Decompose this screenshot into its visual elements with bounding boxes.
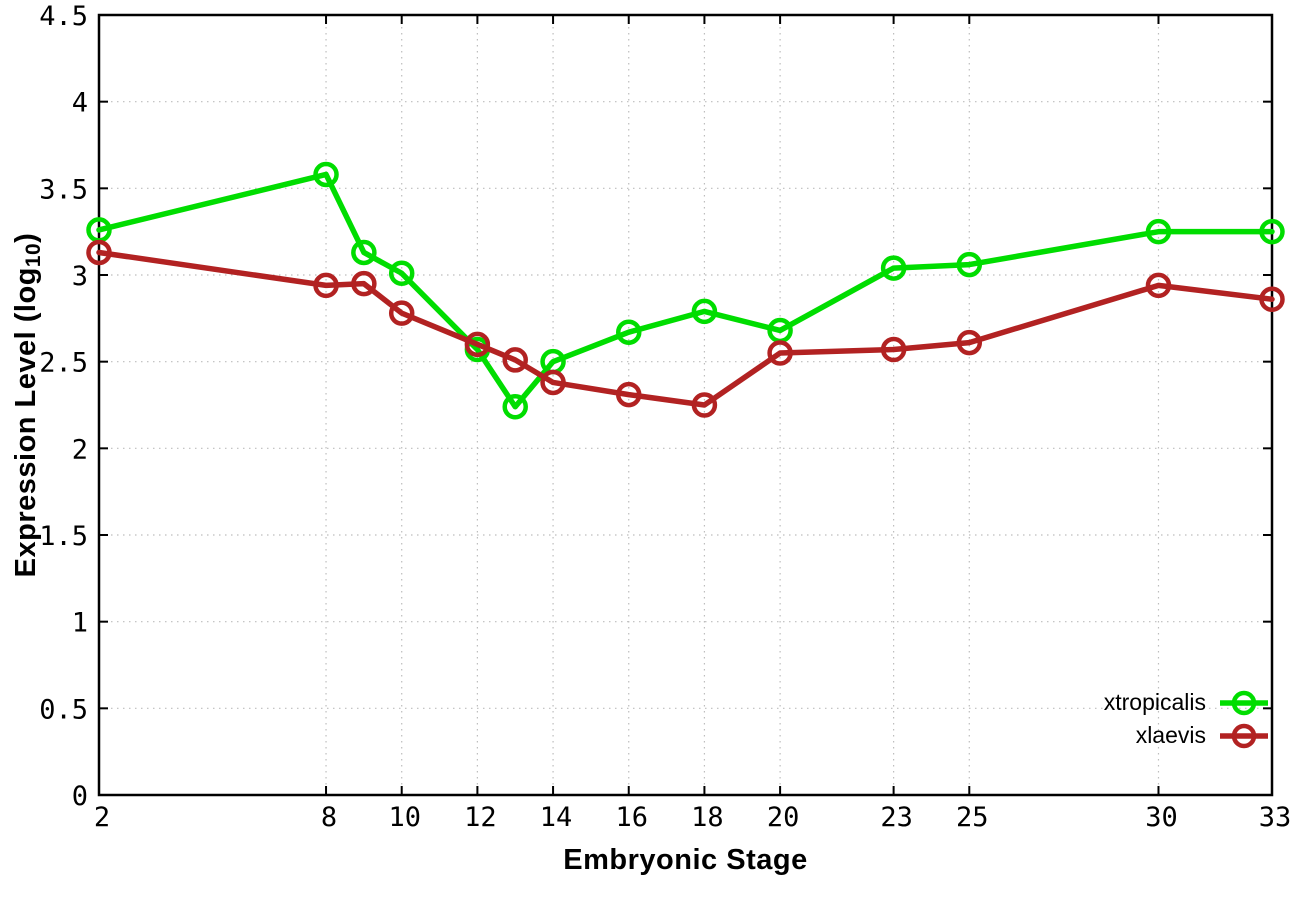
legend: xtropicalis xlaevis (1104, 686, 1270, 752)
legend-item-xlaevis: xlaevis (1136, 719, 1270, 752)
data-point-xlaevis (767, 340, 793, 366)
y-tick-label: 1 (72, 608, 88, 639)
y-tick-label: 0.5 (39, 694, 88, 725)
data-point-xtropicalis (1145, 218, 1172, 245)
x-tick-label: 14 (540, 802, 573, 833)
data-point-xlaevis (388, 300, 415, 326)
data-point-xtropicalis (1259, 218, 1285, 245)
data-point-xlaevis (615, 381, 642, 408)
data-point-xtropicalis (615, 319, 642, 345)
line-marker-sample-icon (1220, 690, 1268, 715)
data-point-xtropicalis (313, 161, 339, 188)
series-line-xtropicalis (96, 171, 1275, 410)
data-point-xlaevis (464, 331, 491, 358)
x-tick-label: 23 (880, 802, 913, 833)
y-axis-title-main: Expression Level (log (10, 267, 42, 578)
data-point-xlaevis (880, 336, 907, 363)
x-tick-label: 33 (1259, 802, 1292, 833)
data-point-xtropicalis (880, 255, 907, 281)
x-tick-label: 8 (321, 802, 337, 833)
x-tick-label: 20 (767, 802, 800, 833)
x-tick-label: 18 (691, 802, 724, 833)
legend-item-xtropicalis: xtropicalis (1104, 686, 1270, 719)
x-tick-label: 16 (615, 802, 648, 833)
y-tick-label: 4 (72, 88, 88, 119)
y-tick-label: 3 (72, 261, 88, 292)
data-point-xtropicalis (691, 298, 718, 325)
data-point-xlaevis (313, 272, 339, 299)
y-tick-label: 2 (72, 434, 88, 465)
data-point-xlaevis (956, 329, 983, 356)
data-point-xtropicalis (388, 260, 415, 287)
x-tick-label: 30 (1145, 802, 1178, 833)
data-point-xtropicalis (351, 239, 377, 266)
data-point-xlaevis (502, 347, 528, 373)
data-point-xtropicalis (502, 393, 528, 420)
x-axis-title: Embryonic Stage (563, 844, 808, 876)
line-marker-sample-icon (1220, 723, 1268, 748)
x-tick-label: 2 (94, 802, 110, 833)
legend-label-xlaevis: xlaevis (1135, 722, 1206, 748)
data-point-xlaevis (691, 392, 718, 418)
data-point-xlaevis (351, 270, 377, 297)
y-tick-label: 1.5 (39, 521, 88, 552)
data-point-xlaevis (86, 239, 112, 266)
y-tick-label: 4.5 (39, 1, 88, 32)
x-tick-label: 12 (464, 802, 497, 833)
x-tick-label: 10 (388, 802, 421, 833)
y-axis-title-subscript: 10 (22, 242, 46, 268)
y-tick-label: 0 (72, 781, 88, 812)
y-tick-label: 3.5 (39, 174, 88, 205)
data-point-xlaevis (540, 369, 566, 396)
data-point-xtropicalis (956, 251, 983, 278)
y-tick-label: 2.5 (39, 348, 88, 379)
x-tick-label: 25 (956, 802, 989, 833)
y-axis-title: Expression Level (log10) (10, 5, 46, 805)
data-point-xlaevis (1259, 286, 1285, 313)
legend-label-xtropicalis: xtropicalis (1103, 689, 1206, 715)
y-axis-title-close: ) (10, 232, 42, 243)
plot-border (97, 13, 1274, 797)
data-point-xlaevis (1145, 272, 1172, 299)
